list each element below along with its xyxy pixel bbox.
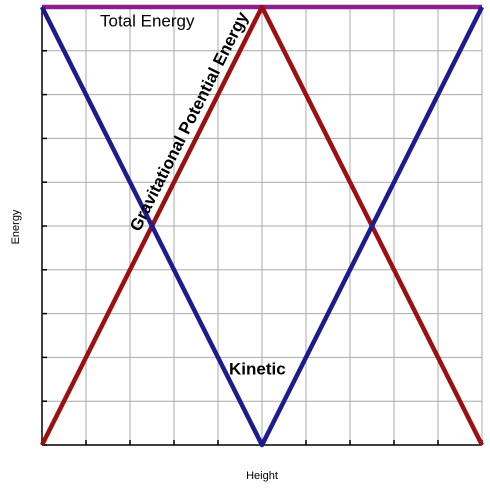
series-line bbox=[39, 5, 485, 448]
y-axis-label: Energy bbox=[10, 209, 22, 244]
x-axis-label: Height bbox=[246, 470, 278, 482]
series-label: Kinetic bbox=[229, 359, 286, 378]
series-label: Gravitational Potential Energy bbox=[126, 8, 252, 234]
series-line bbox=[39, 4, 485, 447]
series-label: Total Energy bbox=[100, 11, 195, 30]
